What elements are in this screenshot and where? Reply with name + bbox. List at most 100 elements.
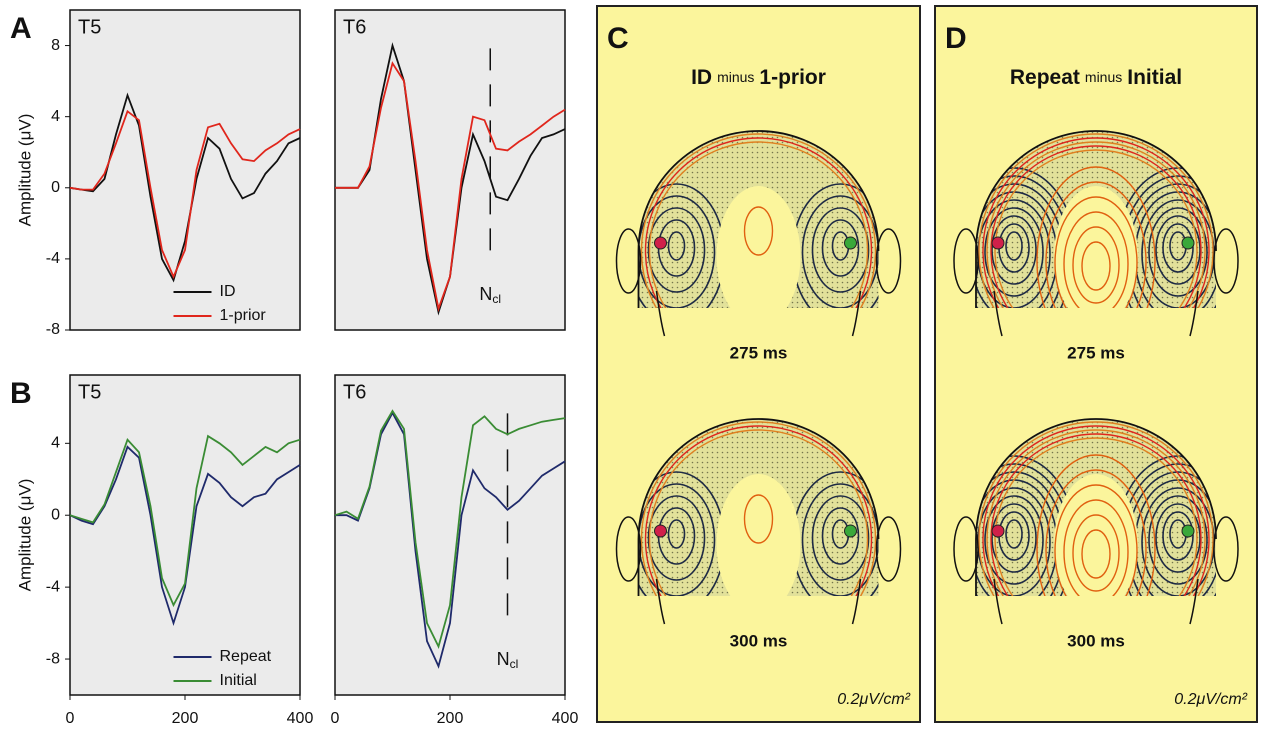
contour [991, 215, 1037, 285]
map-title-part: ID [691, 66, 712, 89]
contour [801, 483, 879, 596]
map-panel [596, 5, 921, 723]
contour [1005, 519, 1023, 549]
map-title: Repeat minus Initial [1010, 66, 1182, 89]
ear [1213, 228, 1239, 294]
contour [667, 519, 686, 549]
head-outline [637, 418, 880, 596]
map-title-part: minus [717, 69, 754, 85]
plot-title: T5 [78, 16, 101, 38]
y-tick-label: -4 [46, 250, 60, 267]
map-time-label: 300 ms [1067, 631, 1125, 650]
contour [821, 507, 860, 565]
ear [953, 228, 979, 294]
plot-title: T6 [343, 381, 366, 403]
series-line [69, 445, 301, 627]
contour [991, 503, 1037, 573]
rim-contour [978, 421, 1214, 596]
y-tick-label: -8 [46, 321, 60, 338]
contour-pos [1036, 454, 1156, 596]
legend-label: Initial [220, 672, 257, 689]
head-map [976, 131, 1216, 308]
y-tick-label: 8 [51, 37, 60, 54]
annotation-sub: cl [492, 292, 501, 306]
contour [638, 195, 716, 308]
contour-pos [1045, 469, 1147, 596]
contour [984, 207, 1044, 297]
rim-contour [978, 133, 1214, 308]
center-blank [716, 186, 801, 308]
contour-pos [1063, 211, 1129, 308]
x-tick-label: 0 [331, 710, 340, 727]
contour [667, 231, 686, 261]
head-outline [637, 130, 880, 308]
rim-contour [986, 429, 1206, 596]
neck [993, 290, 1199, 337]
annotation-label: Ncl [479, 284, 501, 306]
contour-pos [1054, 484, 1138, 596]
plot-area [69, 374, 301, 696]
x-tick-label: 200 [172, 710, 199, 727]
rim-contour [644, 425, 873, 596]
contour-pos [1072, 226, 1120, 304]
plot-area [69, 9, 301, 331]
center-blank [1054, 186, 1138, 308]
rim-contour [648, 429, 869, 596]
contour-pos [743, 206, 774, 256]
x-tick-label: 400 [552, 710, 579, 727]
annotation-main: N [497, 649, 510, 669]
y-tick-label: 4 [51, 435, 60, 452]
rim-contour [640, 421, 877, 596]
contour [1155, 215, 1201, 285]
contour-pos [1036, 166, 1156, 308]
center-blank [716, 474, 801, 596]
electrode-t5 [991, 236, 1005, 250]
annotation-main: N [479, 284, 492, 304]
plot-title: T5 [78, 381, 101, 403]
panel-letter: A [10, 12, 32, 45]
rim-contour [644, 137, 873, 308]
rim-contour [990, 145, 1202, 308]
neck [655, 578, 862, 625]
series-line [334, 409, 566, 650]
panel-letter: D [945, 22, 967, 55]
contour [638, 483, 716, 596]
y-axis-label: Amplitude (μV) [15, 479, 34, 592]
contour-pos [1054, 196, 1138, 308]
map-title-part: Repeat [1010, 66, 1080, 89]
contour [1162, 223, 1194, 273]
contour [647, 495, 706, 581]
scale-label: 0.2μV/cm² [837, 691, 910, 708]
contour [801, 195, 879, 308]
x-tick-label: 0 [66, 710, 75, 727]
annotation-label: Ncl [497, 649, 519, 671]
head-outline [975, 418, 1217, 596]
rim-contour [982, 425, 1210, 596]
map-time-label: 275 ms [1067, 343, 1125, 362]
ear [615, 228, 642, 294]
ear [1213, 516, 1239, 582]
contour [984, 495, 1044, 585]
map-title-part: Initial [1127, 66, 1182, 89]
ear [875, 228, 902, 294]
electrode-t6 [1181, 524, 1195, 538]
map-title-part: minus [1085, 69, 1122, 85]
rim-contour [648, 141, 869, 308]
ear [953, 516, 979, 582]
series-line [335, 61, 566, 313]
head-map [976, 419, 1216, 596]
contour [1148, 207, 1208, 297]
plot-area [334, 374, 566, 696]
contour-pos [743, 494, 774, 544]
series-line [69, 434, 301, 608]
contour [811, 207, 870, 293]
rim-contour [990, 433, 1202, 596]
neck [993, 578, 1199, 625]
rim-contour [640, 133, 877, 308]
electrode-t6 [1181, 236, 1195, 250]
rim-contour [994, 437, 1198, 596]
electrode-t5 [991, 524, 1005, 538]
electrode-t6 [844, 236, 857, 250]
